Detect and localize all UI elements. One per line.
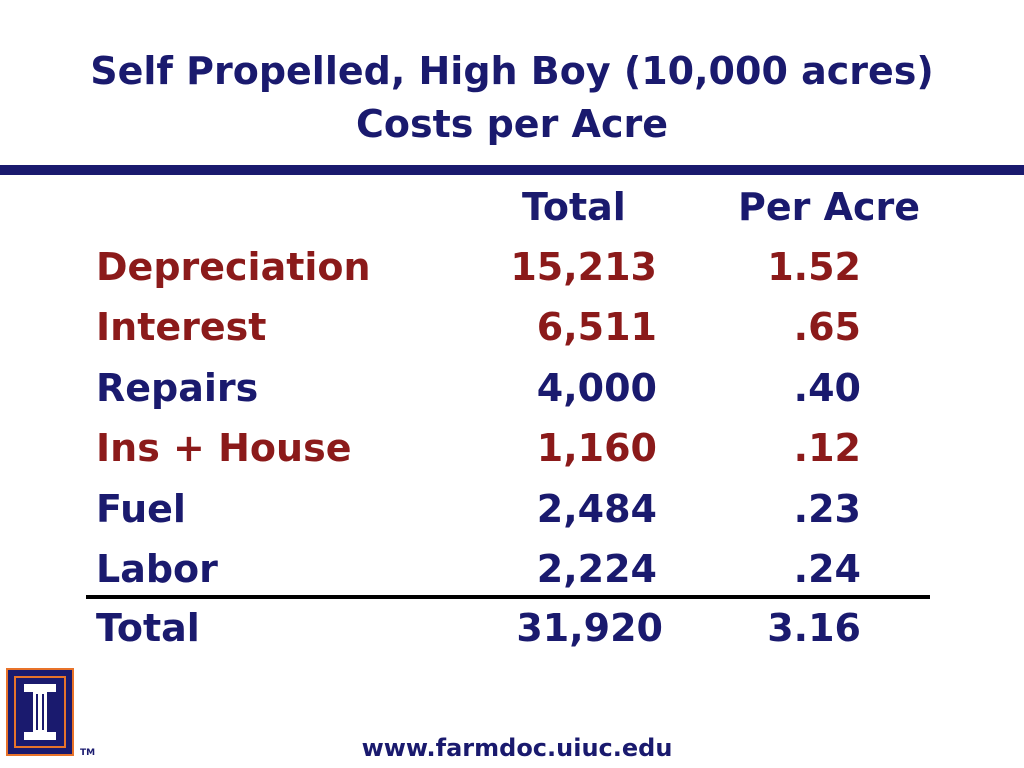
title-divider xyxy=(0,165,1024,175)
row-per-acre: 1.52 xyxy=(767,245,861,289)
slide-title-line-2: Costs per Acre xyxy=(355,102,668,146)
row-label: Ins + House xyxy=(96,426,352,470)
total-divider xyxy=(86,595,930,599)
row-total: 15,213 xyxy=(510,245,657,289)
row-label: Fuel xyxy=(96,487,186,531)
row-label: Labor xyxy=(96,547,218,591)
column-glyph-icon xyxy=(24,684,56,740)
summary-per-acre: 3.16 xyxy=(767,606,861,650)
row-per-acre: .40 xyxy=(793,366,861,410)
logo-frame xyxy=(14,676,66,748)
column-header-total: Total xyxy=(522,185,626,229)
row-total: 6,511 xyxy=(536,305,657,349)
row-label: Interest xyxy=(96,305,267,349)
row-per-acre: .12 xyxy=(793,426,861,470)
university-column-icon xyxy=(6,668,74,756)
row-total: 2,484 xyxy=(536,487,657,531)
footer-url[interactable]: www.farmdoc.uiuc.edu xyxy=(361,734,673,762)
row-label: Depreciation xyxy=(96,245,371,289)
trademark-mark: TM xyxy=(80,748,96,758)
row-per-acre: .23 xyxy=(793,487,861,531)
row-total: 2,224 xyxy=(536,547,657,591)
column-header-per-acre: Per Acre xyxy=(738,185,921,229)
row-per-acre: .24 xyxy=(793,547,861,591)
summary-label: Total xyxy=(96,606,200,650)
row-per-acre: .65 xyxy=(793,305,861,349)
row-total: 1,160 xyxy=(536,426,657,470)
row-label: Repairs xyxy=(96,366,259,410)
row-total: 4,000 xyxy=(536,366,657,410)
slide-title-line-1: Self Propelled, High Boy (10,000 acres) xyxy=(90,49,934,93)
summary-total: 31,920 xyxy=(516,606,663,650)
